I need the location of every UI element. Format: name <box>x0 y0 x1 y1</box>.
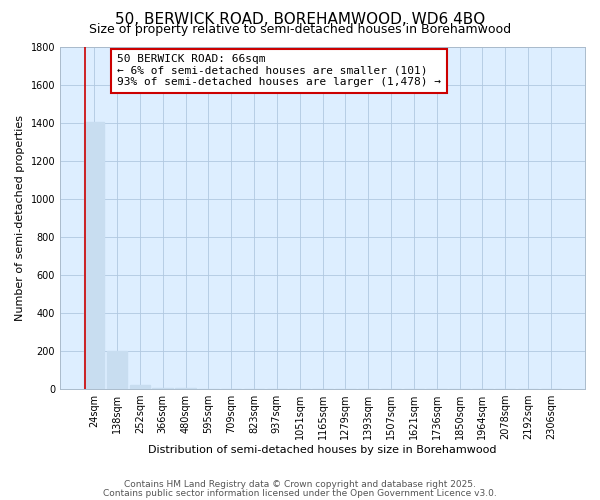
Text: Contains public sector information licensed under the Open Government Licence v3: Contains public sector information licen… <box>103 488 497 498</box>
Text: Size of property relative to semi-detached houses in Borehamwood: Size of property relative to semi-detach… <box>89 22 511 36</box>
Text: 50 BERWICK ROAD: 66sqm
← 6% of semi-detached houses are smaller (101)
93% of sem: 50 BERWICK ROAD: 66sqm ← 6% of semi-deta… <box>117 54 441 88</box>
Text: 50, BERWICK ROAD, BOREHAMWOOD, WD6 4BQ: 50, BERWICK ROAD, BOREHAMWOOD, WD6 4BQ <box>115 12 485 28</box>
Y-axis label: Number of semi-detached properties: Number of semi-detached properties <box>15 115 25 321</box>
Bar <box>175 388 196 389</box>
Text: Contains HM Land Registry data © Crown copyright and database right 2025.: Contains HM Land Registry data © Crown c… <box>124 480 476 489</box>
X-axis label: Distribution of semi-detached houses by size in Borehamwood: Distribution of semi-detached houses by … <box>148 445 497 455</box>
Bar <box>84 122 104 389</box>
Bar <box>152 388 173 389</box>
Bar <box>107 351 127 389</box>
Bar <box>130 386 150 389</box>
